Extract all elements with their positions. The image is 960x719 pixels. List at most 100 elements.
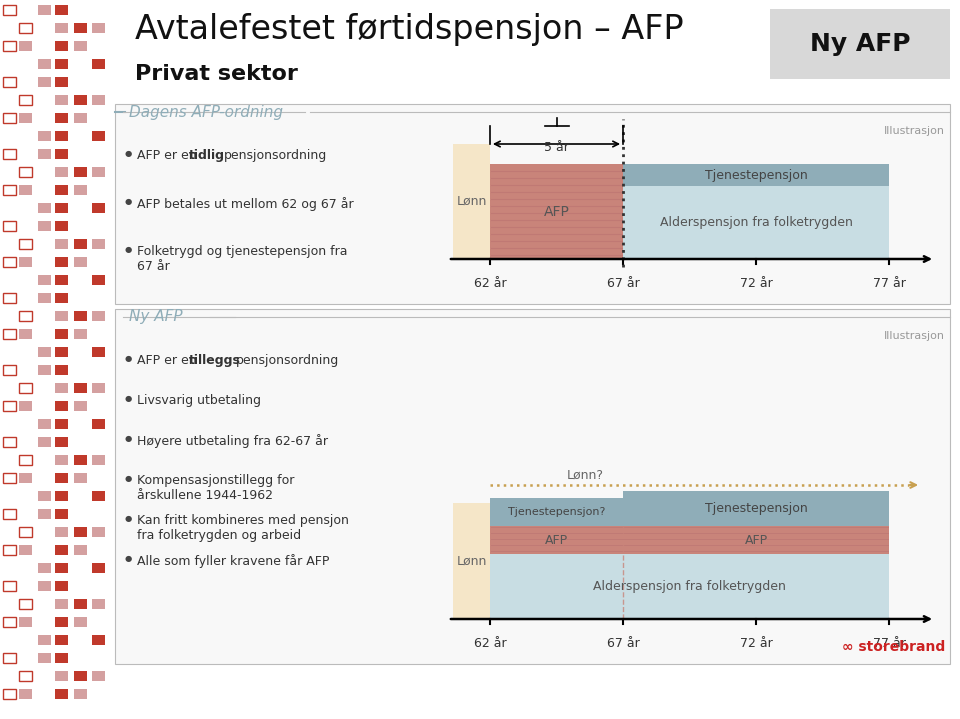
Bar	[3, 41, 16, 51]
Text: AFP betales ut mellom 62 og 67 år: AFP betales ut mellom 62 og 67 år	[137, 197, 353, 211]
Text: Dagens AFP-ordning: Dagens AFP-ordning	[129, 104, 283, 119]
Bar	[92, 275, 105, 285]
Bar	[55, 419, 68, 429]
Bar	[74, 527, 87, 537]
Bar	[74, 671, 87, 681]
Bar	[74, 95, 87, 105]
Text: ●: ●	[125, 197, 132, 206]
Bar	[623, 186, 889, 259]
Bar	[3, 329, 16, 339]
Bar	[55, 23, 68, 33]
Text: 67 år: 67 år	[607, 277, 639, 290]
Bar	[92, 203, 105, 213]
Bar	[19, 167, 32, 177]
Text: Alle som fyller kravene får AFP: Alle som fyller kravene får AFP	[137, 554, 329, 568]
Text: tilleggs: tilleggs	[189, 354, 241, 367]
Bar	[19, 239, 32, 249]
Bar	[55, 59, 68, 69]
Bar	[453, 503, 490, 619]
Text: Avtalefestet førtidspensjon – AFP: Avtalefestet førtidspensjon – AFP	[135, 12, 684, 45]
Bar	[3, 617, 16, 627]
Bar	[55, 41, 68, 51]
Text: Tjenestepensjon?: Tjenestepensjon?	[508, 507, 605, 517]
Text: tidlig: tidlig	[189, 149, 225, 162]
Bar	[92, 635, 105, 645]
Bar	[3, 185, 16, 195]
Bar	[55, 473, 68, 483]
Bar	[19, 527, 32, 537]
Bar	[19, 23, 32, 33]
Bar	[74, 689, 87, 699]
Text: pensjonsordning: pensjonsordning	[235, 354, 339, 367]
Bar	[74, 257, 87, 267]
Bar	[74, 239, 87, 249]
Bar	[92, 59, 105, 69]
Text: Alderspensjon fra folketrygden: Alderspensjon fra folketrygden	[593, 580, 786, 593]
Text: AFP: AFP	[545, 533, 568, 546]
Bar	[55, 689, 68, 699]
Bar	[38, 59, 51, 69]
Bar	[74, 383, 87, 393]
Bar	[19, 383, 32, 393]
Text: pensjonsordning: pensjonsordning	[224, 149, 327, 162]
Bar	[55, 599, 68, 609]
Text: ●: ●	[125, 514, 132, 523]
Text: 62 år: 62 år	[473, 637, 506, 650]
Text: Privat sektor: Privat sektor	[135, 64, 298, 84]
Bar	[3, 221, 16, 231]
Bar	[3, 545, 16, 555]
Bar	[55, 275, 68, 285]
Bar	[55, 239, 68, 249]
Bar	[19, 671, 32, 681]
Bar	[453, 144, 490, 259]
Bar	[55, 437, 68, 447]
Bar	[19, 599, 32, 609]
Text: Lønn: Lønn	[456, 195, 487, 208]
Bar	[55, 311, 68, 321]
Bar	[55, 185, 68, 195]
Text: 5 år: 5 år	[544, 141, 569, 154]
Bar	[74, 545, 87, 555]
Bar	[55, 545, 68, 555]
Bar	[74, 455, 87, 465]
Text: AFP: AFP	[543, 204, 569, 219]
Bar	[92, 599, 105, 609]
Text: Illustrasjon: Illustrasjon	[884, 331, 945, 341]
Bar	[55, 365, 68, 375]
Text: Ny AFP: Ny AFP	[129, 309, 182, 324]
Bar	[55, 581, 68, 591]
Text: 67 år: 67 år	[607, 637, 639, 650]
Bar	[490, 554, 889, 619]
Text: Kan fritt kombineres med pensjon
fra folketrygden og arbeid: Kan fritt kombineres med pensjon fra fol…	[137, 514, 348, 542]
Bar	[38, 653, 51, 663]
Bar	[623, 491, 889, 526]
Bar	[92, 347, 105, 357]
Bar	[92, 563, 105, 573]
Bar	[55, 95, 68, 105]
Bar	[74, 473, 87, 483]
Text: 77 år: 77 år	[873, 277, 905, 290]
Bar	[19, 41, 32, 51]
Bar	[55, 77, 68, 87]
Bar	[490, 164, 623, 259]
Bar	[38, 275, 51, 285]
Bar	[55, 329, 68, 339]
Text: Tjenestepensjon: Tjenestepensjon	[705, 502, 807, 515]
Bar	[38, 149, 51, 159]
Bar	[38, 581, 51, 591]
Bar	[92, 383, 105, 393]
Text: Folketrygd og tjenestepensjon fra
67 år: Folketrygd og tjenestepensjon fra 67 år	[137, 245, 348, 273]
Bar	[19, 545, 32, 555]
Bar	[55, 635, 68, 645]
Bar	[74, 41, 87, 51]
Bar	[92, 527, 105, 537]
Bar	[92, 239, 105, 249]
Bar	[55, 131, 68, 141]
Text: ●: ●	[125, 245, 132, 254]
Bar	[3, 77, 16, 87]
Bar	[92, 455, 105, 465]
Bar	[19, 473, 32, 483]
Bar	[55, 293, 68, 303]
Bar	[55, 167, 68, 177]
Text: Ny AFP: Ny AFP	[809, 32, 910, 56]
